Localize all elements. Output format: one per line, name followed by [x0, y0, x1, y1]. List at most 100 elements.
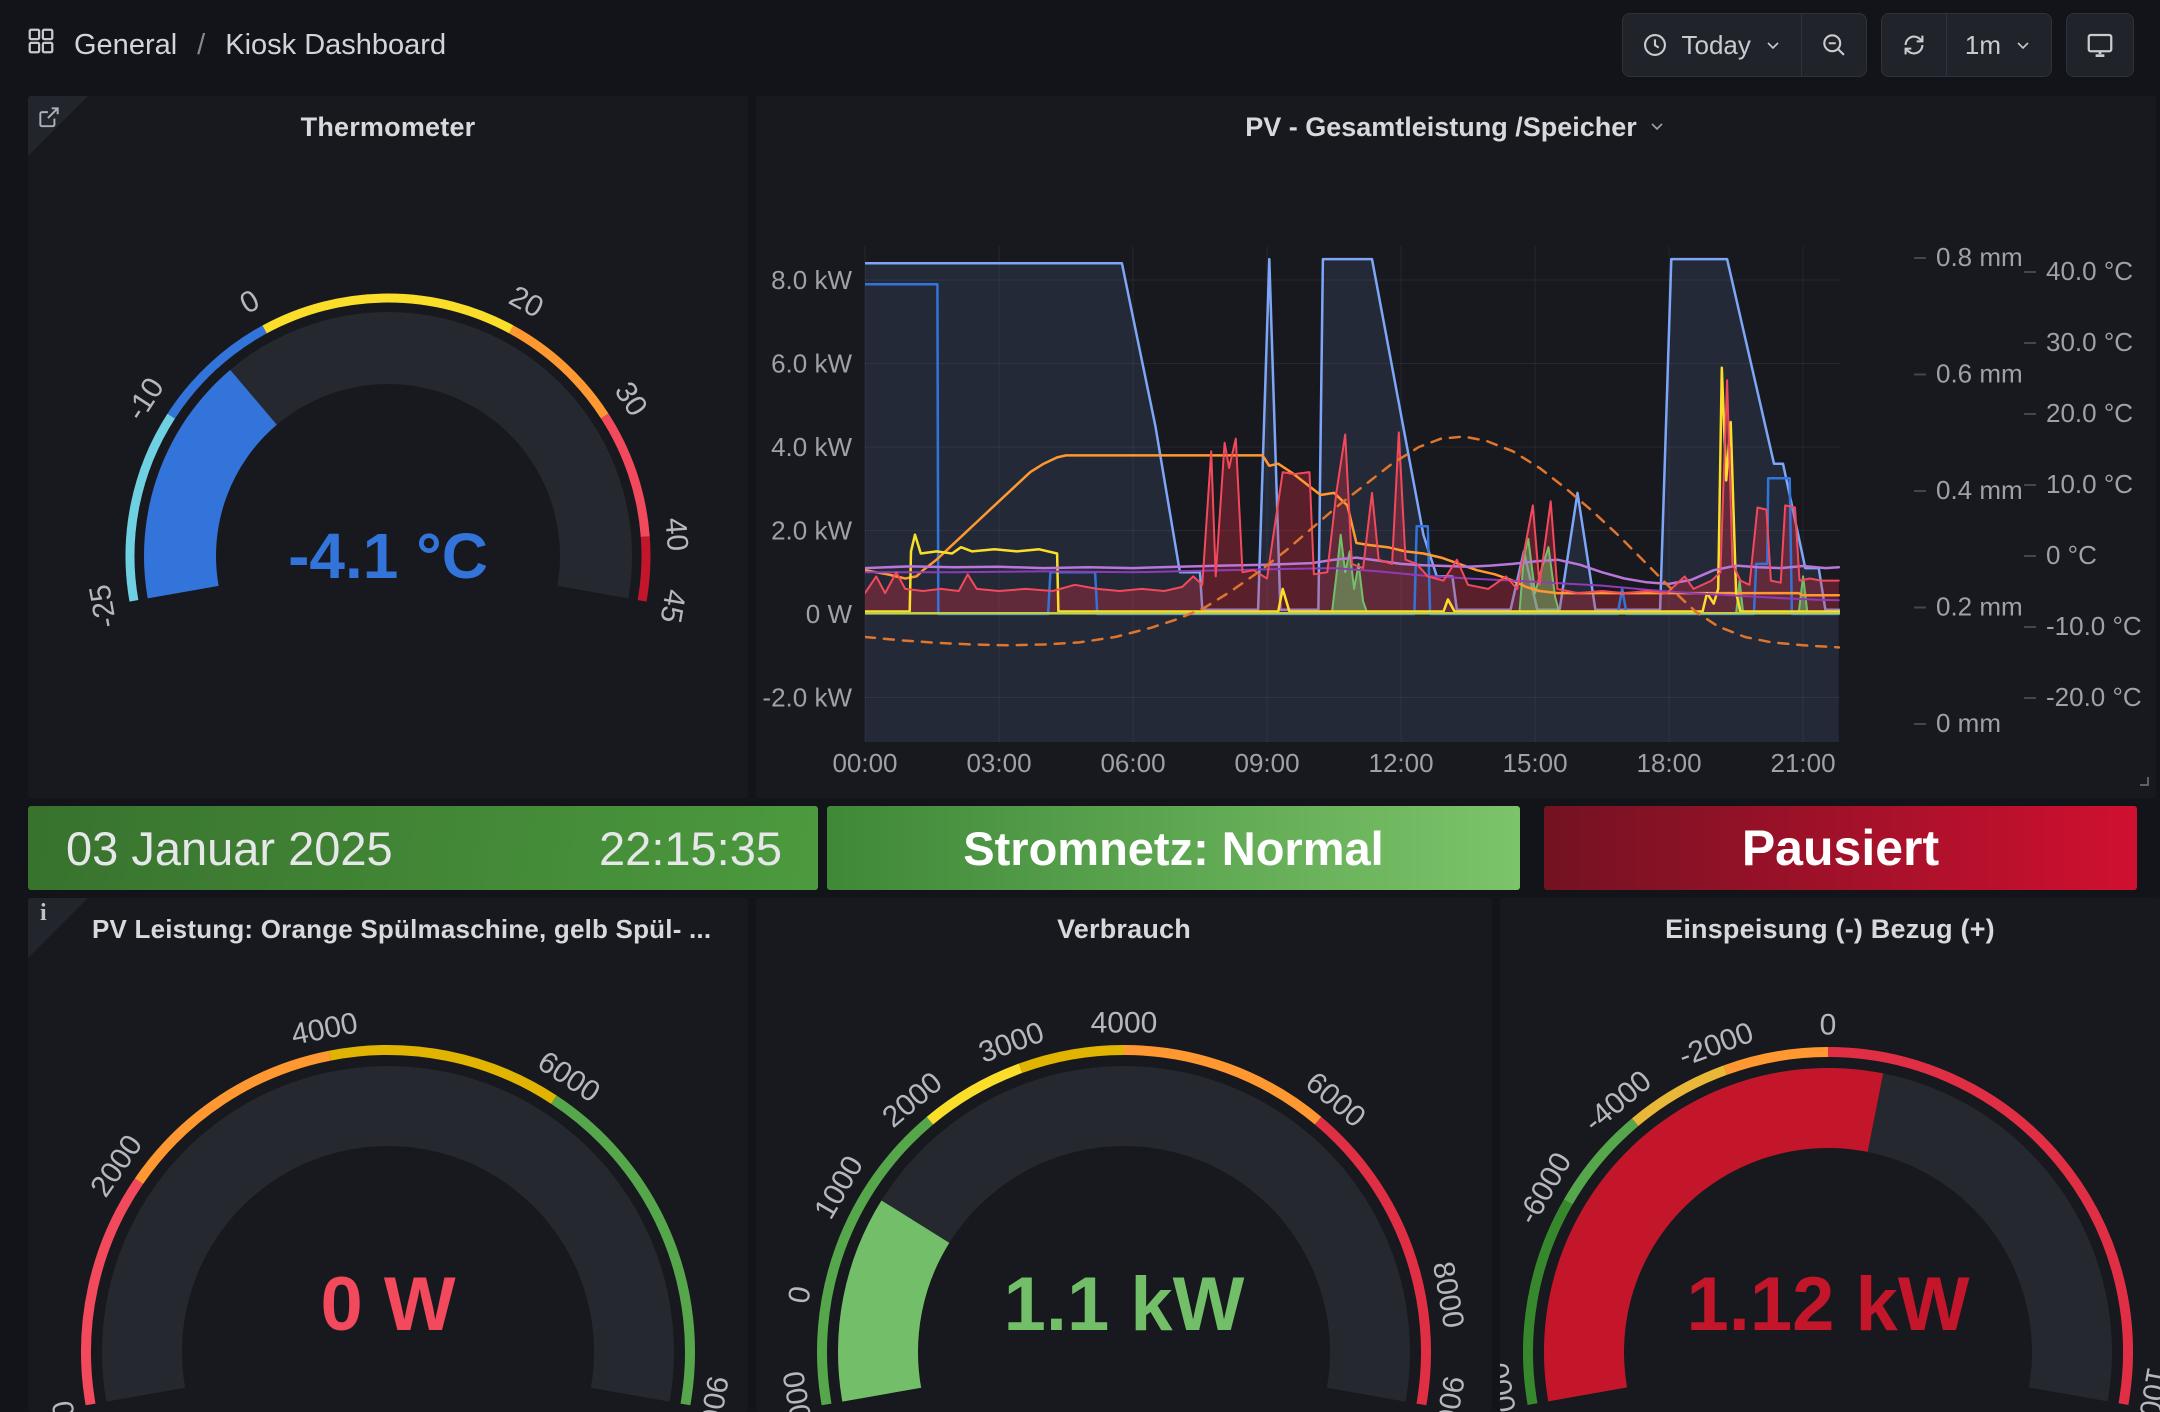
- svg-text:-1000: -1000: [777, 1368, 823, 1412]
- svg-text:6000: 6000: [1299, 1066, 1371, 1134]
- breadcrumb: General / Kiosk Dashboard: [26, 26, 446, 64]
- svg-text:6000: 6000: [532, 1045, 606, 1109]
- panel-title: Thermometer: [300, 112, 476, 142]
- svg-text:0 W: 0 W: [806, 599, 853, 629]
- svg-text:1.12 kW: 1.12 kW: [1686, 1262, 1969, 1347]
- svg-text:12:00: 12:00: [1369, 748, 1434, 778]
- panel-resize-handle[interactable]: [2134, 771, 2150, 792]
- svg-text:40.0 °C: 40.0 °C: [2046, 256, 2133, 286]
- svg-text:0 mm: 0 mm: [1936, 708, 2001, 738]
- svg-text:4000: 4000: [289, 1007, 361, 1052]
- panel-corner: [28, 898, 88, 958]
- einspeisung-panel: Einspeisung (-) Bezug (+) -10000 -6000 -40…: [1500, 898, 2160, 1412]
- svg-text:09:00: 09:00: [1234, 748, 1299, 778]
- panel-title-row[interactable]: PV - Gesamtleistung /Speicher: [756, 112, 2156, 143]
- chevron-down-icon: [1647, 112, 1667, 143]
- datetime-panel: 03 Januar 2025 22:15:35: [28, 806, 818, 890]
- svg-text:45: 45: [653, 587, 691, 626]
- refresh-interval-button[interactable]: 1m: [1945, 14, 2051, 76]
- pausiert-status-panel: Pausiert: [1544, 806, 2137, 890]
- date-text: 03 Januar 2025: [66, 821, 393, 875]
- svg-text:8000: 8000: [1426, 1259, 1470, 1330]
- pausiert-status-text: Pausiert: [1741, 820, 1940, 876]
- time-text: 22:15:35: [599, 821, 782, 875]
- refresh-interval-label: 1m: [1964, 29, 2001, 60]
- svg-text:-2.0 kW: -2.0 kW: [762, 683, 852, 713]
- svg-text:40: 40: [658, 517, 693, 553]
- timeseries-chart: 8.0 kW 6.0 kW 4.0 kW 2.0 kW 0 W -2.0 kW 00:00 0…: [762, 242, 2142, 778]
- panel-corner: [28, 96, 88, 156]
- verbrauch-panel: Verbrauch -1000 0 1000 2000 3000 4000 6000 8000…: [756, 898, 1492, 1412]
- refresh-group: 1m: [1880, 13, 2052, 77]
- dashboard-grid-icon: [26, 26, 56, 64]
- chevron-down-icon: [1763, 35, 1783, 55]
- time-range-button[interactable]: Today: [1623, 14, 1800, 76]
- navbar: General / Kiosk Dashboard Today: [0, 0, 2160, 90]
- breadcrumb-section[interactable]: General: [74, 28, 178, 61]
- svg-text:-6000: -6000: [1511, 1147, 1578, 1230]
- svg-text:-20.0 °C: -20.0 °C: [2046, 682, 2142, 712]
- svg-text:00:00: 00:00: [832, 748, 897, 778]
- chevron-down-icon: [2013, 35, 2033, 55]
- monitor-icon: [2085, 30, 2115, 60]
- svg-text:06:00: 06:00: [1100, 748, 1165, 778]
- svg-text:0: 0: [235, 284, 265, 321]
- svg-text:0.2 mm: 0.2 mm: [1936, 592, 2023, 622]
- svg-text:20: 20: [504, 280, 549, 325]
- thermometer-gauge: -25 -10 0 20 30 40 45 -4.1 °C: [83, 280, 694, 631]
- refresh-button[interactable]: [1882, 14, 1946, 76]
- svg-text:0.6 mm: 0.6 mm: [1936, 359, 2023, 389]
- svg-text:1.1 kW: 1.1 kW: [1004, 1262, 1245, 1347]
- svg-text:-10.0 °C: -10.0 °C: [2046, 611, 2142, 641]
- svg-text:2.0 kW: 2.0 kW: [771, 516, 852, 546]
- panel-title: PV Leistung: Orange Spülmaschine, gelb S…: [92, 914, 712, 944]
- svg-text:0: 0: [782, 1284, 817, 1306]
- svg-text:0.8 mm: 0.8 mm: [1936, 242, 2023, 272]
- time-range-group: Today: [1622, 13, 1867, 77]
- stromnetz-status-text: Stromnetz: Normal: [963, 821, 1384, 875]
- svg-text:6.0 kW: 6.0 kW: [771, 349, 852, 379]
- stromnetz-status-panel: Stromnetz: Normal: [827, 806, 1520, 890]
- info-icon[interactable]: i: [40, 900, 47, 926]
- svg-text:03:00: 03:00: [966, 748, 1031, 778]
- time-range-label: Today: [1681, 29, 1751, 60]
- svg-text:0: 0: [46, 1398, 81, 1412]
- kiosk-group: [2066, 13, 2134, 77]
- svg-text:-10: -10: [120, 372, 171, 426]
- svg-text:0 W: 0 W: [320, 1262, 455, 1347]
- svg-text:-4000: -4000: [1578, 1064, 1658, 1139]
- breadcrumb-page[interactable]: Kiosk Dashboard: [225, 28, 447, 61]
- external-link-icon[interactable]: [36, 104, 62, 135]
- svg-text:-4.1 °C: -4.1 °C: [288, 520, 488, 592]
- svg-text:0.4 mm: 0.4 mm: [1936, 475, 2023, 505]
- refresh-icon: [1900, 31, 1928, 59]
- nav-toolbar: Today 1m: [1622, 13, 2134, 77]
- svg-text:18:00: 18:00: [1637, 748, 1702, 778]
- pv-leistung-panel: i PV Leistung: Orange Spülmaschine, gelb…: [28, 898, 748, 1412]
- svg-text:30.0 °C: 30.0 °C: [2046, 327, 2133, 357]
- zoom-out-icon: [1820, 31, 1848, 59]
- pv-leistung-gauge: 0 2000 4000 6000 9000 0 W: [46, 1007, 734, 1412]
- svg-text:2000: 2000: [876, 1066, 948, 1134]
- svg-text:2000: 2000: [84, 1129, 149, 1203]
- kiosk-mode-button[interactable]: [2067, 14, 2133, 76]
- breadcrumb-separator: /: [197, 28, 206, 61]
- pv-chart-panel: PV - Gesamtleistung /Speicher 8.0 kW 6.0 …: [756, 96, 2156, 798]
- svg-text:-25: -25: [83, 582, 123, 630]
- panel-title[interactable]: PV - Gesamtleistung /Speicher: [1245, 112, 1637, 142]
- svg-text:10.0 °C: 10.0 °C: [2046, 469, 2133, 499]
- svg-text:0 °C: 0 °C: [2046, 540, 2097, 570]
- clock-icon: [1641, 31, 1669, 59]
- svg-text:9000: 9000: [690, 1373, 734, 1412]
- svg-text:21:00: 21:00: [1771, 748, 1836, 778]
- svg-text:20.0 °C: 20.0 °C: [2046, 398, 2133, 428]
- svg-text:30: 30: [608, 376, 654, 422]
- svg-text:4.0 kW: 4.0 kW: [771, 432, 852, 462]
- svg-text:8.0 kW: 8.0 kW: [771, 265, 852, 295]
- svg-text:9000: 9000: [1426, 1373, 1470, 1412]
- svg-text:4000: 4000: [1091, 1007, 1158, 1040]
- panel-title: Verbrauch: [1057, 914, 1191, 944]
- zoom-out-button[interactable]: [1800, 14, 1866, 76]
